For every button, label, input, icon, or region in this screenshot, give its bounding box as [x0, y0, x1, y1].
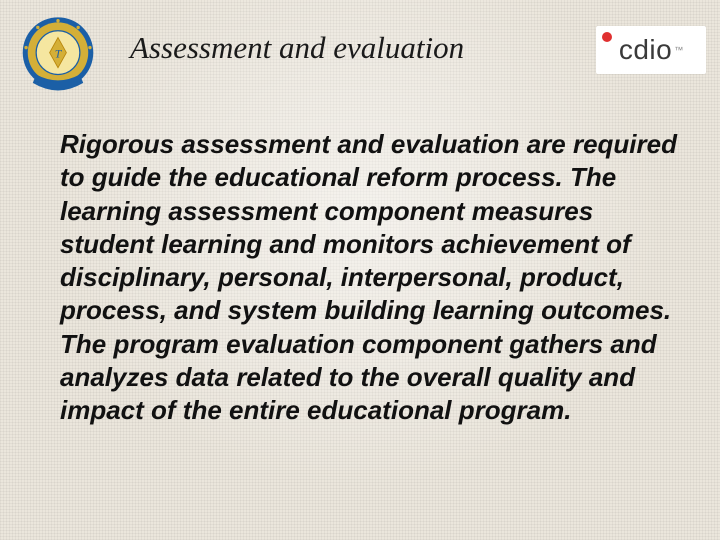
- university-seal-logo: T: [16, 14, 100, 98]
- slide-title: Assessment and evaluation: [130, 30, 464, 66]
- cdio-logo: cdio™: [596, 26, 706, 74]
- cdio-dot-icon: [602, 32, 612, 42]
- seal-icon: T: [16, 14, 100, 98]
- cdio-text: cdio: [619, 34, 672, 66]
- body-paragraph: Rigorous assessment and evaluation are r…: [60, 128, 678, 427]
- trademark-icon: ™: [674, 45, 683, 55]
